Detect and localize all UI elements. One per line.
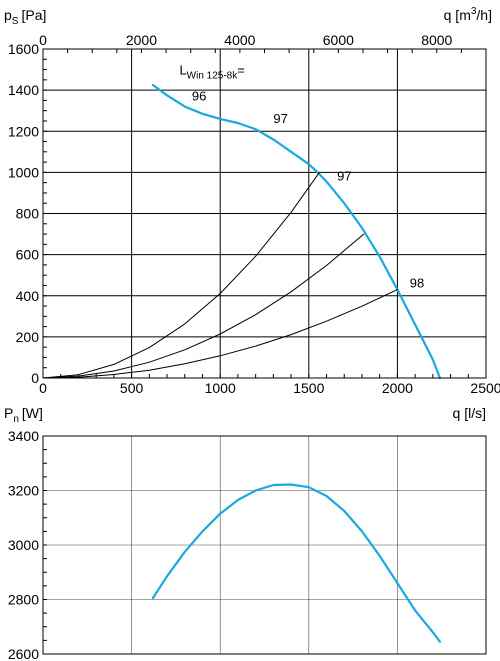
- power-series: [151, 483, 441, 643]
- top-tick-label: 0: [39, 32, 47, 48]
- system-resistance-curve: [42, 289, 398, 379]
- top-axis-label-main: q [m: [444, 7, 471, 23]
- x-axis-label-airflow-ls: q [l/s]: [453, 405, 486, 421]
- top-tick-label: 8000: [421, 32, 452, 48]
- top-tick-label: 6000: [323, 32, 354, 48]
- y-axis-label-pressure-sub: S: [12, 16, 19, 27]
- power-y-tick-label: 3400: [8, 428, 39, 444]
- x-tick-label: 1500: [293, 380, 324, 396]
- curve-annotation: 98: [410, 276, 424, 291]
- y-axis-label-pressure-unit: [Pa]: [21, 7, 46, 23]
- top-axis-label-sup: 3: [471, 6, 477, 17]
- power-y-tick-label: 3000: [8, 537, 39, 553]
- y-tick-label: 1200: [8, 123, 39, 139]
- y-tick-label: 200: [16, 329, 40, 345]
- top-axis-label-airflow-m3h: q [m3/h]: [444, 6, 492, 23]
- pressure-gridlines: [43, 49, 486, 378]
- power-y-tick-label: 3200: [8, 483, 39, 499]
- y-axis-label-power: Pn [W]: [4, 405, 43, 425]
- curve-annotation: LWin 125-8k=: [179, 63, 244, 82]
- y-tick-label: 600: [16, 247, 40, 263]
- pressure-tick-labels: 0 500 1000 1500 2000 2500 0 200 400 600 800 1000 120…: [8, 32, 500, 396]
- x-tick-label: 1000: [205, 380, 236, 396]
- top-tick-label: 2000: [126, 32, 157, 48]
- y-axis-label-power-main: P: [4, 405, 13, 421]
- y-tick-label: 0: [31, 370, 39, 386]
- system-resistance-curve: [42, 171, 320, 379]
- power-tick-labels: 2600 2800 3000 3200 3400: [8, 428, 39, 661]
- y-axis-label-pressure-main: p: [4, 7, 12, 23]
- power-chart: 2600 2800 3000 3200 3400 Pn [W]: [4, 405, 487, 661]
- y-axis-label-power-sub: n: [13, 414, 19, 425]
- power-minor-ticks: [43, 435, 47, 655]
- curve-annotation: 96: [192, 88, 206, 103]
- y-tick-label: 1400: [8, 82, 39, 98]
- top-tick-label: 4000: [224, 32, 255, 48]
- fan-power-curve: [151, 483, 441, 643]
- x-tick-label: 2000: [382, 380, 413, 396]
- power-plot-frame: [42, 435, 487, 655]
- top-axis-label-tail: /h]: [476, 7, 492, 23]
- x-tick-label: 500: [120, 380, 144, 396]
- curve-annotation: 97: [273, 111, 287, 126]
- y-tick-label: 400: [16, 288, 40, 304]
- pressure-chart: 0 500 1000 1500 2000 2500 0 200 400 600 800 1000 120…: [4, 6, 500, 421]
- x-tick-label: 2500: [470, 380, 500, 396]
- power-y-tick-label: 2800: [8, 592, 39, 608]
- y-tick-label: 800: [16, 206, 40, 222]
- power-gridlines: [43, 436, 486, 654]
- curve-annotation: 97: [337, 169, 351, 184]
- pressure-series: [42, 83, 441, 380]
- x-tick-label: 0: [39, 380, 47, 396]
- system-resistance-curve: [42, 233, 365, 379]
- fan-pressure-curve: [151, 83, 441, 380]
- y-tick-label: 1000: [8, 164, 39, 180]
- power-y-tick-label: 2600: [8, 646, 39, 661]
- pressure-plot-frame: [42, 48, 487, 379]
- y-tick-label: 1600: [8, 41, 39, 57]
- pressure-curve-annotations: LWin 125-8k= 96 97 97 98: [179, 63, 424, 291]
- y-axis-label-pressure: pS [Pa]: [4, 7, 46, 27]
- y-axis-label-power-unit: [W]: [22, 405, 43, 421]
